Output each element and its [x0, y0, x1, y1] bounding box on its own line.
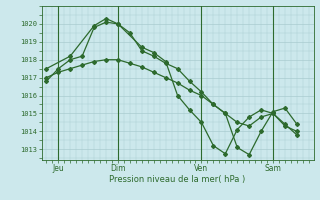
- X-axis label: Pression niveau de la mer( hPa ): Pression niveau de la mer( hPa ): [109, 175, 246, 184]
